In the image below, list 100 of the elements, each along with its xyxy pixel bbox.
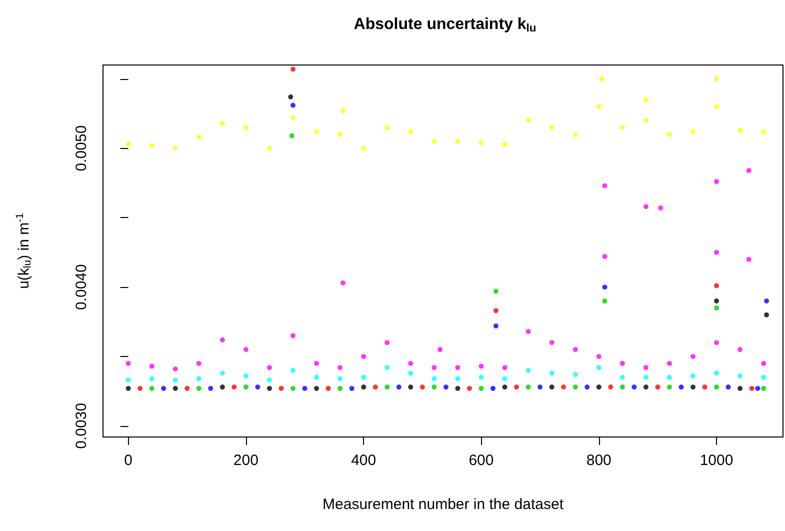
x-tick-label: 1000 bbox=[700, 452, 734, 469]
y-tick-label: 0.0040 bbox=[73, 264, 90, 310]
point bbox=[690, 373, 696, 378]
point bbox=[666, 384, 672, 390]
point bbox=[243, 384, 248, 390]
point bbox=[455, 386, 460, 391]
point bbox=[314, 374, 320, 380]
point bbox=[620, 384, 625, 390]
point bbox=[538, 384, 543, 390]
y-tick-label: 0.0030 bbox=[73, 402, 90, 449]
point bbox=[290, 115, 296, 120]
point bbox=[714, 305, 720, 310]
point bbox=[620, 374, 625, 380]
point bbox=[478, 374, 484, 380]
point bbox=[220, 370, 225, 376]
point bbox=[746, 256, 752, 262]
point bbox=[126, 386, 131, 391]
point bbox=[149, 376, 154, 382]
point bbox=[596, 384, 602, 390]
point bbox=[690, 354, 696, 359]
point bbox=[420, 384, 425, 390]
point bbox=[714, 250, 720, 255]
point bbox=[602, 298, 608, 304]
point bbox=[243, 124, 248, 130]
point bbox=[632, 384, 637, 390]
point bbox=[290, 333, 296, 338]
point bbox=[172, 386, 178, 391]
point bbox=[455, 138, 460, 144]
point bbox=[514, 384, 520, 390]
point bbox=[443, 384, 448, 390]
point bbox=[714, 179, 720, 184]
point bbox=[289, 133, 294, 138]
point bbox=[761, 360, 766, 366]
point bbox=[338, 386, 343, 391]
point bbox=[690, 129, 696, 134]
point bbox=[572, 132, 578, 137]
point bbox=[584, 384, 590, 390]
point bbox=[493, 308, 498, 314]
point bbox=[596, 354, 602, 359]
point bbox=[502, 376, 508, 382]
point bbox=[138, 386, 143, 391]
point bbox=[149, 364, 154, 369]
y-tick-label: 0.0050 bbox=[73, 125, 90, 172]
point bbox=[326, 386, 331, 391]
point bbox=[726, 384, 731, 390]
point bbox=[526, 384, 531, 390]
point bbox=[349, 386, 354, 391]
point bbox=[255, 384, 260, 390]
point bbox=[361, 354, 366, 359]
point bbox=[455, 365, 460, 370]
point bbox=[502, 384, 508, 390]
point bbox=[526, 118, 531, 124]
point bbox=[384, 340, 390, 346]
point bbox=[438, 347, 443, 352]
point bbox=[643, 374, 648, 380]
point bbox=[408, 360, 414, 366]
point bbox=[599, 76, 604, 82]
point bbox=[408, 129, 414, 134]
point bbox=[432, 365, 437, 370]
point bbox=[232, 384, 237, 390]
point bbox=[340, 280, 346, 286]
point bbox=[408, 384, 414, 390]
point bbox=[220, 337, 225, 342]
point bbox=[466, 386, 472, 391]
point bbox=[549, 370, 554, 376]
point bbox=[490, 386, 496, 391]
point bbox=[738, 386, 743, 391]
point bbox=[572, 384, 578, 390]
point bbox=[643, 384, 648, 390]
point bbox=[290, 386, 296, 391]
point bbox=[384, 365, 390, 370]
point bbox=[172, 378, 178, 383]
point bbox=[478, 386, 484, 391]
point bbox=[340, 108, 346, 114]
point bbox=[408, 370, 414, 376]
point bbox=[196, 376, 202, 382]
point bbox=[288, 94, 294, 100]
point bbox=[126, 360, 131, 366]
point bbox=[755, 386, 760, 391]
point bbox=[596, 365, 602, 370]
x-tick-label: 0 bbox=[124, 452, 132, 469]
point bbox=[764, 298, 770, 304]
point bbox=[702, 384, 708, 390]
point bbox=[655, 384, 660, 390]
point bbox=[620, 360, 625, 366]
point bbox=[478, 140, 484, 146]
point bbox=[549, 340, 554, 346]
point bbox=[714, 283, 720, 288]
point bbox=[572, 347, 578, 352]
point bbox=[561, 384, 566, 390]
point bbox=[266, 378, 272, 383]
point bbox=[549, 384, 554, 390]
point bbox=[643, 204, 648, 210]
point bbox=[208, 386, 214, 391]
point bbox=[643, 118, 648, 124]
point bbox=[761, 386, 766, 391]
point bbox=[172, 366, 178, 372]
point bbox=[764, 312, 770, 318]
point bbox=[738, 347, 743, 352]
point bbox=[266, 386, 272, 391]
